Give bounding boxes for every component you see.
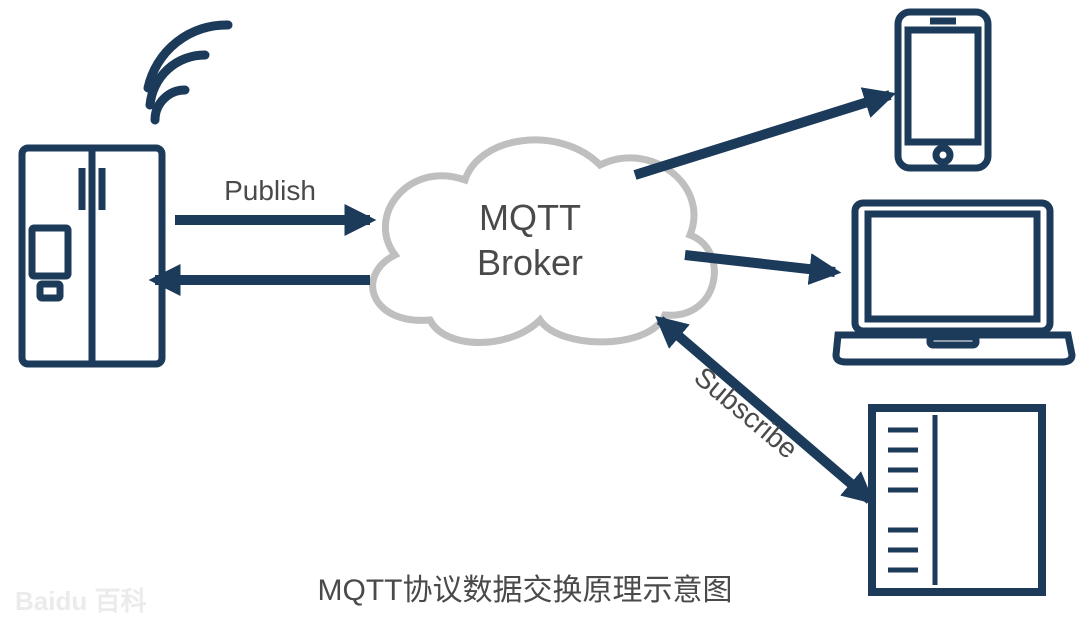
fridge-icon [22, 148, 162, 364]
broker-label-2: Broker [477, 242, 583, 283]
diagram-canvas: Baidu 百科 MQTT Broker [0, 0, 1080, 632]
wifi-icon [148, 25, 228, 120]
subscribe-label: Subscribe [688, 361, 803, 465]
publish-label: Publish [224, 175, 316, 206]
phone-icon [898, 12, 988, 168]
edge-to-phone [635, 95, 890, 175]
diagram-title: MQTT协议数据交换原理示意图 [318, 574, 733, 607]
broker-label-1: MQTT [479, 197, 581, 238]
laptop-icon [836, 203, 1072, 362]
server-icon [872, 408, 1042, 592]
watermark: Baidu 百科 [15, 586, 146, 616]
